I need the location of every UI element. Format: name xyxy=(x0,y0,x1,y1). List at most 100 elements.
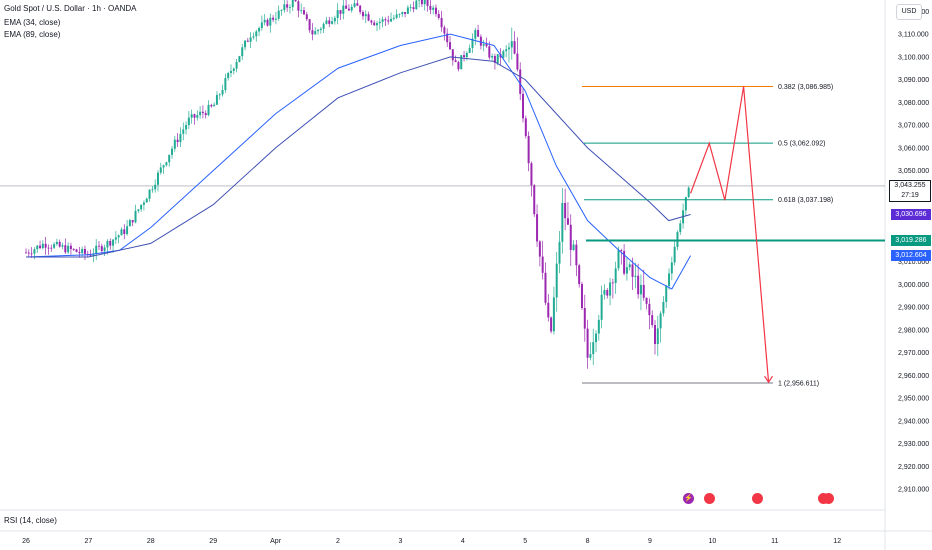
candle-body xyxy=(302,10,305,15)
event-us-flag-icon[interactable] xyxy=(704,493,715,504)
candle-body xyxy=(75,249,78,252)
candle-body xyxy=(126,226,129,235)
candle-body xyxy=(412,7,415,10)
candle-body xyxy=(92,253,95,256)
candle-body xyxy=(659,313,662,329)
candle-body xyxy=(653,325,656,345)
y-tick-label: 3,110.000 xyxy=(898,32,929,39)
candle-body xyxy=(505,49,508,52)
candle-body xyxy=(449,42,452,50)
event-us-flag-icon[interactable] xyxy=(752,493,763,504)
candle-body xyxy=(350,6,353,11)
candle-body xyxy=(474,30,477,39)
candle-body xyxy=(536,214,539,242)
x-tick-label: 9 xyxy=(648,538,652,545)
candle-body xyxy=(572,244,575,250)
candle-body xyxy=(95,245,98,254)
candle-body xyxy=(227,72,230,79)
candle-body xyxy=(241,47,244,57)
y-tick-label: 3,060.000 xyxy=(898,145,929,152)
x-tick-label: 27 xyxy=(85,538,93,545)
candle-body xyxy=(423,0,426,5)
candle-body xyxy=(199,111,202,116)
candle-body xyxy=(53,244,56,248)
candle-body xyxy=(415,0,418,10)
y-tick-label: 3,010.000 xyxy=(898,259,929,266)
price-tag: 3,030.696 xyxy=(891,209,931,221)
candle-body xyxy=(583,308,586,329)
candle-body xyxy=(381,19,384,22)
candle-body xyxy=(429,5,432,10)
candle-body xyxy=(67,245,70,253)
candle-body xyxy=(288,7,291,8)
candle-body xyxy=(507,47,510,50)
candle-body xyxy=(336,10,339,18)
price-tag-value: 3,012.604 xyxy=(895,252,927,260)
candle-body xyxy=(258,28,261,32)
candle-body xyxy=(81,248,84,254)
candle-body xyxy=(109,241,112,246)
candle-body xyxy=(98,245,101,247)
candle-body xyxy=(286,4,289,8)
candle-body xyxy=(297,1,300,11)
candle-body xyxy=(314,31,317,35)
candle-body xyxy=(547,302,550,318)
candle-body xyxy=(530,163,533,186)
candle-body xyxy=(106,241,109,248)
candle-body xyxy=(325,20,328,24)
fib-level-label: 0.5 (3,062.092) xyxy=(778,141,825,148)
y-tick-label: 2,950.000 xyxy=(898,396,929,403)
candle-body xyxy=(331,21,334,24)
candle-body xyxy=(280,10,283,11)
candle-body xyxy=(151,189,154,191)
candle-body xyxy=(516,53,519,70)
candle-body xyxy=(637,275,640,295)
x-tick-label: 3 xyxy=(398,538,402,545)
candle-body xyxy=(564,202,567,219)
candle-body xyxy=(404,11,407,14)
candle-body xyxy=(634,275,637,277)
candle-body xyxy=(527,136,530,164)
candle-body xyxy=(260,22,263,29)
candle-body xyxy=(684,197,687,211)
y-tick-label: 2,990.000 xyxy=(898,305,929,312)
candle-body xyxy=(179,133,182,143)
candle-body xyxy=(72,249,75,250)
candle-body xyxy=(224,78,227,91)
candle-body xyxy=(398,14,401,15)
candle-body xyxy=(263,19,266,23)
candle-body xyxy=(266,19,269,26)
candle-body xyxy=(61,245,64,247)
candle-body xyxy=(463,55,466,58)
candle-body xyxy=(176,139,179,143)
candle-body xyxy=(168,154,171,163)
candle-body xyxy=(112,239,115,246)
y-tick-label: 3,090.000 xyxy=(898,77,929,84)
candle-body xyxy=(210,105,213,107)
currency-button[interactable]: USD xyxy=(896,4,922,20)
x-tick-label: 12 xyxy=(833,538,841,545)
candle-body xyxy=(418,0,421,1)
candle-body xyxy=(595,333,598,343)
candle-body xyxy=(668,273,671,287)
candle-body xyxy=(120,229,123,236)
candle-body xyxy=(55,241,58,245)
candle-body xyxy=(555,263,558,298)
candle-body xyxy=(496,54,499,63)
ema89-line xyxy=(26,56,691,258)
candle-body xyxy=(656,328,659,345)
candle-body xyxy=(420,0,423,5)
candle-body xyxy=(538,241,541,257)
candle-body xyxy=(432,7,435,10)
price-tag: 3,019.286 xyxy=(891,234,931,246)
candle-body xyxy=(159,167,162,173)
candle-body xyxy=(339,10,342,14)
event-flash-icon[interactable]: ⚡ xyxy=(683,493,694,504)
candle-body xyxy=(25,252,27,254)
x-tick-label: 4 xyxy=(461,538,465,545)
candle-body xyxy=(246,40,249,42)
candle-body xyxy=(204,113,207,116)
candle-body xyxy=(272,17,275,20)
event-us-flag-icon[interactable] xyxy=(823,493,834,504)
